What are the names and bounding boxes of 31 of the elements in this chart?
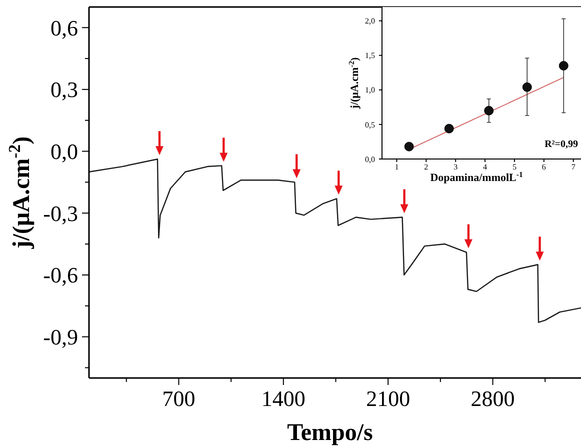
x-tick-label: 2 bbox=[424, 162, 428, 172]
x-tick-label: 3 bbox=[454, 162, 458, 172]
point bbox=[444, 124, 454, 134]
x-tick-label: 2800 bbox=[470, 386, 515, 411]
x-tick-label: 5 bbox=[512, 162, 516, 172]
x-tick-label: 1400 bbox=[261, 386, 306, 411]
y-tick-label: 0,0 bbox=[365, 154, 375, 164]
line-series bbox=[88, 158, 581, 323]
x-tick-label: 7 bbox=[571, 162, 576, 172]
y-tick-label: -0,9 bbox=[43, 324, 78, 350]
point bbox=[404, 142, 414, 152]
x-axis-title: Dopamina/mmolL$^{-1}$ bbox=[430, 170, 523, 184]
annotation: R²=0,99 bbox=[544, 139, 578, 150]
y-tick-label: 0,5 bbox=[365, 120, 375, 130]
x-tick-label: 1 bbox=[394, 162, 399, 172]
y-tick-label: 1,5 bbox=[365, 51, 375, 60]
y-tick-label: -0,6 bbox=[43, 262, 78, 288]
y-tick-label: 2,0 bbox=[365, 16, 375, 26]
point bbox=[484, 106, 494, 116]
point bbox=[522, 82, 532, 92]
y-tick-label: 0,0 bbox=[50, 138, 78, 164]
point bbox=[558, 60, 568, 70]
y-tick-label: 1,0 bbox=[365, 86, 375, 95]
y-tick-label: 0,3 bbox=[50, 77, 78, 102]
y-tick-label: -0,3 bbox=[43, 200, 78, 226]
x-tick-label: 6 bbox=[542, 162, 546, 172]
x-tick-label: 4 bbox=[483, 162, 488, 172]
x-tick-label: 2100 bbox=[366, 386, 410, 411]
x-axis-title: Tempo/s bbox=[287, 420, 373, 446]
y-tick-label: 0,6 bbox=[50, 15, 78, 40]
x-tick-label: 700 bbox=[162, 386, 196, 411]
